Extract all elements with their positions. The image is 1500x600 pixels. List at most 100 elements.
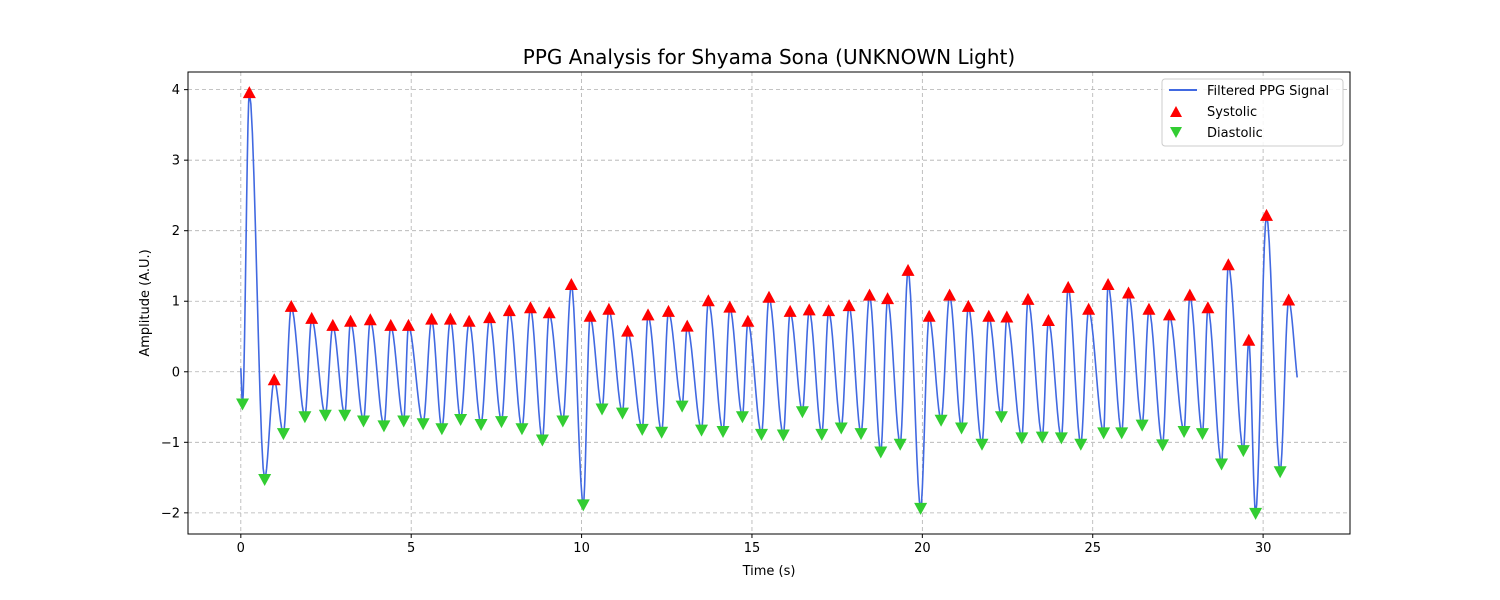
systolic-marker — [1201, 301, 1215, 314]
systolic-marker — [982, 309, 996, 322]
diastolic-marker — [795, 406, 809, 419]
systolic-marker — [762, 290, 776, 303]
y-tick-label: 0 — [172, 365, 180, 380]
systolic-marker — [680, 319, 694, 332]
systolic-marker — [802, 303, 816, 316]
y-tick-label: 2 — [172, 224, 180, 239]
plot-area — [236, 86, 1298, 520]
systolic-marker — [1000, 310, 1014, 323]
legend-box — [1161, 78, 1344, 147]
systolic-marker — [1101, 278, 1115, 291]
diastolic-marker — [955, 422, 969, 435]
grid — [188, 72, 1350, 534]
systolic-marker — [1183, 288, 1197, 301]
diastolic-marker — [595, 403, 609, 416]
diastolic-marker — [735, 411, 749, 424]
diastolic-marker — [1115, 427, 1129, 440]
diastolic-marker — [1074, 438, 1088, 451]
systolic-marker — [723, 300, 737, 313]
systolic-marker — [1041, 313, 1055, 326]
diastolic-marker — [893, 438, 907, 451]
systolic-marker — [284, 299, 298, 312]
diastolic-marker — [276, 428, 290, 441]
systolic-marker — [1221, 258, 1235, 271]
systolic-marker — [922, 309, 936, 322]
systolic-marker — [483, 311, 497, 324]
diastolic-marker — [535, 434, 549, 447]
systolic-marker — [363, 313, 377, 326]
systolic-marker — [401, 318, 415, 331]
diastolic-marker — [1195, 428, 1209, 441]
systolic-marker — [943, 288, 957, 301]
diastolic-marker — [454, 414, 468, 427]
diastolic-marker — [416, 418, 430, 431]
systolic-marker — [267, 373, 281, 386]
diastolic-marker — [975, 438, 989, 451]
systolic-marker — [384, 318, 398, 331]
systolic-marker — [523, 301, 537, 314]
diastolic-marker — [1249, 507, 1263, 520]
systolic-marker — [701, 294, 715, 307]
diastolic-marker — [755, 428, 769, 441]
diastolic-marker — [1135, 419, 1149, 432]
systolic-marker — [1142, 302, 1156, 315]
diastolic-marker — [515, 423, 529, 436]
systolic-marker — [425, 312, 439, 325]
systolic-marker — [326, 318, 340, 331]
legend-label-systolic: Systolic — [1207, 105, 1257, 120]
y-tick-label: −1 — [161, 436, 180, 451]
systolic-marker — [1122, 286, 1136, 299]
diastolic-marker — [556, 415, 570, 428]
legend: Filtered PPG Signal Systolic Diastolic — [1161, 78, 1344, 147]
systolic-marker — [602, 302, 616, 315]
chart-title: PPG Analysis for Shyama Sona (UNKNOWN Li… — [523, 45, 1015, 69]
systolic-marker — [863, 288, 877, 301]
diastolic-marker — [934, 414, 948, 427]
systolic-marker — [881, 292, 895, 305]
diastolic-marker — [675, 400, 689, 413]
systolic-marker — [641, 308, 655, 321]
systolic-marker — [502, 304, 516, 317]
diastolic-marker — [1156, 439, 1170, 452]
legend-diastolic-marker — [1170, 127, 1182, 138]
plot-frame — [187, 71, 1351, 535]
diastolic-marker — [834, 422, 848, 435]
legend-systolic-marker — [1170, 106, 1182, 117]
diastolic-marker — [874, 446, 888, 459]
y-tick-label: 3 — [172, 154, 180, 169]
diastolic-marker — [635, 423, 649, 436]
systolic-marker — [741, 314, 755, 327]
diastolic-marker — [1177, 426, 1191, 439]
diastolic-marker — [474, 418, 488, 431]
diastolic-marker — [377, 420, 391, 433]
legend-label-diastolic: Diastolic — [1207, 126, 1263, 141]
x-tick-label: 10 — [573, 541, 590, 556]
systolic-marker — [1260, 208, 1274, 221]
diastolic-marker — [1273, 466, 1287, 479]
x-tick-label: 30 — [1255, 541, 1272, 556]
y-axis-label: Amplitude (A.U.) — [138, 249, 153, 356]
systolic-marker — [1162, 308, 1176, 321]
systolic-marker — [583, 309, 597, 322]
diastolic-marker — [318, 409, 332, 422]
diastolic-marker — [576, 499, 590, 512]
diastolic-marker — [655, 426, 669, 439]
systolic-marker — [242, 86, 256, 99]
x-tick-label: 25 — [1084, 541, 1101, 556]
systolic-marker — [961, 299, 975, 312]
diastolic-marker — [1054, 432, 1068, 445]
diastolic-marker — [236, 398, 250, 411]
diastolic-marker — [435, 423, 449, 436]
systolic-marker — [564, 278, 578, 291]
x-tick-label: 0 — [237, 541, 245, 556]
systolic-marker — [842, 299, 856, 312]
systolic-marker — [1061, 280, 1075, 293]
systolic-marker — [443, 312, 457, 325]
diastolic-marker — [815, 428, 829, 441]
systolic-marker — [1282, 293, 1296, 306]
systolic-marker — [661, 304, 675, 317]
diastolic-marker — [298, 411, 312, 424]
systolic-marker — [822, 304, 836, 317]
diastolic-marker — [615, 407, 629, 420]
diastolic-marker — [914, 502, 928, 515]
